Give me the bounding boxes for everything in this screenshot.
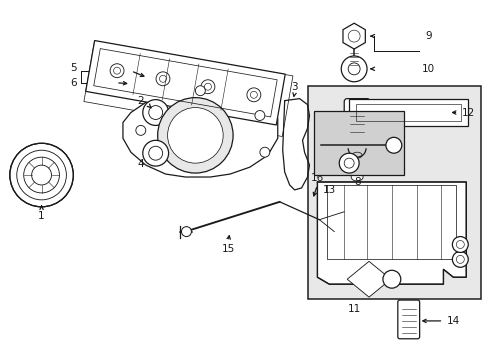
- Text: 16: 16: [310, 173, 324, 183]
- Text: 10: 10: [421, 64, 434, 74]
- Polygon shape: [85, 41, 285, 125]
- Text: 15: 15: [221, 244, 234, 255]
- Ellipse shape: [350, 173, 362, 181]
- Circle shape: [451, 237, 468, 252]
- Circle shape: [451, 251, 468, 267]
- Ellipse shape: [347, 149, 366, 161]
- Circle shape: [341, 56, 366, 82]
- Circle shape: [110, 64, 124, 78]
- Circle shape: [156, 72, 170, 86]
- Circle shape: [142, 140, 168, 166]
- Text: 7: 7: [393, 108, 399, 117]
- Circle shape: [385, 137, 401, 153]
- Circle shape: [167, 108, 223, 163]
- Text: 13: 13: [322, 185, 335, 195]
- Text: 11: 11: [347, 304, 360, 314]
- Circle shape: [181, 227, 191, 237]
- Circle shape: [339, 153, 358, 173]
- Text: 6: 6: [70, 78, 77, 88]
- Circle shape: [136, 125, 145, 135]
- Polygon shape: [317, 182, 466, 284]
- FancyBboxPatch shape: [397, 300, 419, 339]
- Text: 12: 12: [461, 108, 474, 117]
- Bar: [314, 111, 403, 175]
- Text: 3: 3: [291, 82, 297, 92]
- Circle shape: [382, 270, 400, 288]
- Circle shape: [10, 143, 73, 207]
- Text: 9: 9: [425, 31, 431, 41]
- Polygon shape: [342, 23, 365, 49]
- Circle shape: [254, 111, 264, 121]
- Text: 8: 8: [353, 177, 360, 187]
- Text: 5: 5: [70, 63, 77, 73]
- Text: 1: 1: [38, 211, 45, 221]
- Polygon shape: [348, 99, 468, 126]
- Text: 14: 14: [446, 316, 459, 326]
- Text: 4: 4: [137, 159, 144, 169]
- Polygon shape: [122, 89, 277, 177]
- FancyBboxPatch shape: [344, 99, 369, 146]
- Bar: [307, 86, 480, 299]
- Text: 2: 2: [137, 96, 144, 105]
- Circle shape: [157, 98, 233, 173]
- Circle shape: [142, 100, 168, 125]
- Circle shape: [195, 86, 205, 96]
- Polygon shape: [346, 261, 390, 297]
- Circle shape: [246, 88, 260, 102]
- Circle shape: [259, 147, 269, 157]
- Circle shape: [201, 80, 214, 94]
